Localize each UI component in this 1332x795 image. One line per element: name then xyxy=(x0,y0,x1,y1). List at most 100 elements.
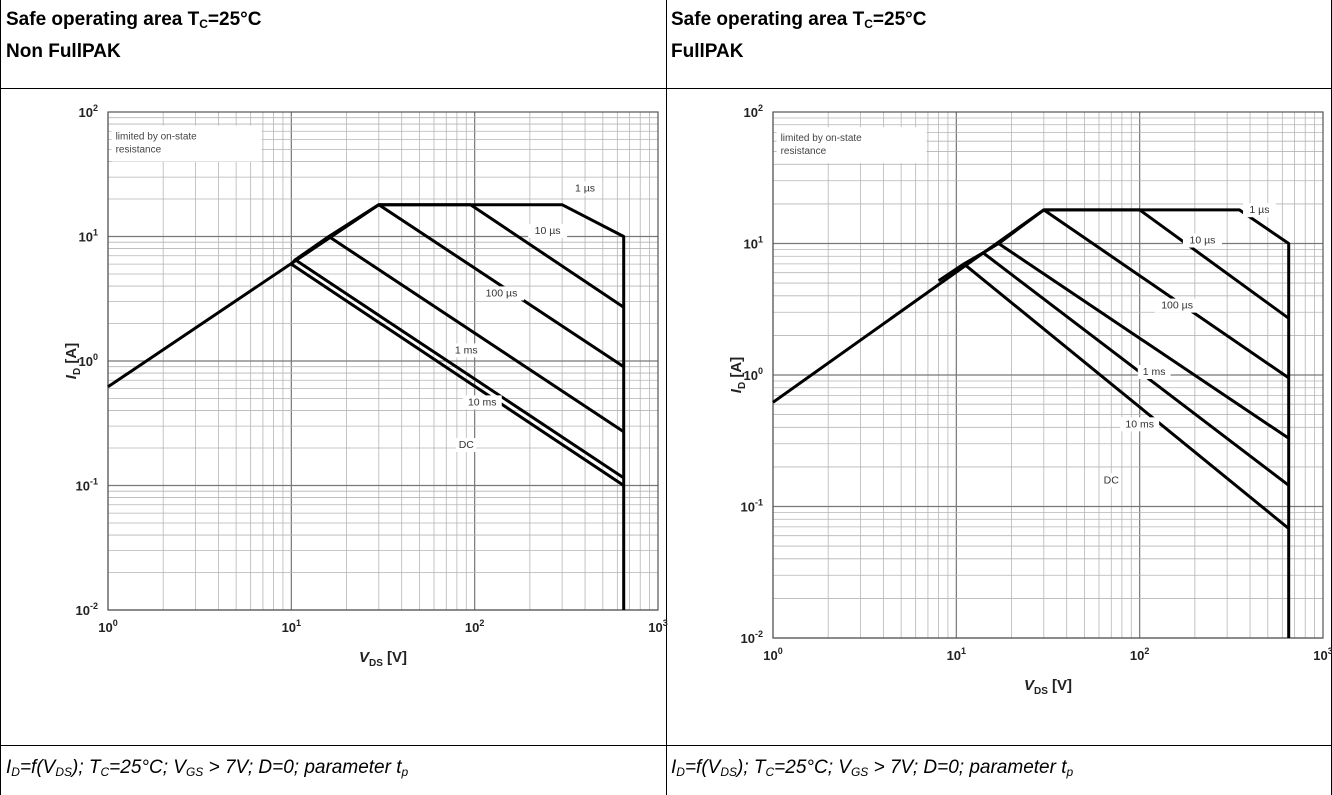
tick-exp: 3 xyxy=(1328,646,1332,656)
tick-base: 10 xyxy=(744,368,758,383)
series-label-5: DC xyxy=(1104,474,1120,486)
caption-part: I xyxy=(6,757,12,778)
tick-exp: 2 xyxy=(758,103,763,113)
axis-label-sub: DS xyxy=(1034,686,1048,697)
tick-base: 10 xyxy=(1130,648,1144,663)
series-line-0 xyxy=(107,203,626,610)
series-label-0: 1 µs xyxy=(575,182,595,194)
axis-label-main: V xyxy=(359,649,371,666)
series-line-2 xyxy=(997,208,1290,380)
tick-exp: 0 xyxy=(113,618,118,628)
tick-exp: -1 xyxy=(755,498,763,508)
series-line-5 xyxy=(937,262,1290,530)
series-label-bg xyxy=(528,223,568,238)
series-label-bg xyxy=(1101,473,1122,488)
panel-title-left: Safe operating area TC=25°C Non FullPAK xyxy=(6,6,261,65)
y-axis-label: ID [A] xyxy=(63,343,83,379)
tick-base: 10 xyxy=(947,648,961,663)
caption-part: > 7V; D=0; parameter t xyxy=(203,757,402,778)
tick-base: 10 xyxy=(79,230,93,245)
y-tick-label-3: 101 xyxy=(744,235,763,252)
title-line-2: Non FullPAK xyxy=(6,41,121,62)
title-line-2: FullPAK xyxy=(671,41,744,62)
caption-part: =f(V xyxy=(684,757,721,778)
title-prefix: Safe operating area T xyxy=(671,9,865,30)
title-sub: C xyxy=(864,17,873,31)
tick-exp: -2 xyxy=(90,601,98,611)
annotation-bg xyxy=(111,125,262,162)
series-label-2: 100 µs xyxy=(1161,300,1193,312)
tick-exp: 2 xyxy=(479,618,484,628)
tick-base: 10 xyxy=(98,620,112,635)
table-border-middle xyxy=(666,0,667,795)
annotation-bg xyxy=(776,127,927,164)
caption-sub: p xyxy=(1066,765,1074,779)
title-prefix: Safe operating area T xyxy=(6,9,200,30)
tick-base: 10 xyxy=(1313,648,1327,663)
series-label-0: 1 µs xyxy=(1249,204,1269,216)
series-label-4: 10 ms xyxy=(1125,418,1154,430)
series-label-bg xyxy=(1243,203,1276,218)
axis-label-sub: D xyxy=(737,382,748,389)
series-label-bg xyxy=(1120,417,1160,432)
panel-title-right: Safe operating area TC=25°C FullPAK xyxy=(671,6,926,65)
title-suffix: =25°C xyxy=(207,9,262,30)
tick-exp: -2 xyxy=(755,629,763,639)
caption-left: ID=f(VDS); TC=25°C; VGS > 7V; D=0; param… xyxy=(6,756,408,784)
annotation-line-1: limited by on-state xyxy=(116,132,198,143)
axis-label-unit: [V] xyxy=(383,649,407,666)
x-axis-label: VDS [V] xyxy=(359,649,407,669)
tick-base: 10 xyxy=(282,620,296,635)
x-tick-label-1: 101 xyxy=(947,646,966,663)
tick-exp: 0 xyxy=(778,646,783,656)
x-tick-label-3: 103 xyxy=(1313,646,1332,663)
y-tick-label-0: 10-2 xyxy=(76,601,98,618)
tick-exp: 3 xyxy=(663,618,668,628)
tick-exp: 2 xyxy=(93,103,98,113)
y-tick-label-4: 102 xyxy=(744,103,763,120)
series-line-1 xyxy=(1043,208,1290,320)
series-label-bg xyxy=(456,438,477,453)
y-tick-label-1: 10-1 xyxy=(741,498,763,515)
series-line-0 xyxy=(772,208,1291,638)
caption-part: ); T xyxy=(737,757,766,778)
grid xyxy=(772,112,1323,639)
caption-sub: p xyxy=(401,765,409,779)
series-label-bg xyxy=(1182,233,1222,248)
series-label-bg xyxy=(1154,298,1200,313)
series-line-5 xyxy=(290,262,625,487)
series-line-4 xyxy=(290,258,625,480)
y-tick-label-0: 10-2 xyxy=(741,629,763,646)
title-line-1: Safe operating area TC=25°C xyxy=(6,6,261,38)
caption-sub: DS xyxy=(55,765,72,779)
caption-sub: D xyxy=(676,765,685,779)
series-line-4 xyxy=(963,251,1290,487)
tick-base: 10 xyxy=(465,620,479,635)
y-axis-label: ID [A] xyxy=(728,357,748,393)
caption-sub: GS xyxy=(850,765,869,779)
series-label-bg xyxy=(449,343,483,358)
series-label-3: 1 ms xyxy=(455,344,478,356)
series-line-2 xyxy=(327,203,625,368)
y-tick-label-2: 100 xyxy=(79,352,98,369)
series-label-3: 1 ms xyxy=(1143,366,1166,378)
series-line-3 xyxy=(294,235,625,434)
tick-exp: 2 xyxy=(1144,646,1149,656)
tick-exp: 0 xyxy=(758,366,763,376)
x-tick-label-0: 100 xyxy=(98,618,117,635)
table-border-header xyxy=(0,88,1332,89)
table-border-left xyxy=(0,0,1,795)
tick-base: 10 xyxy=(76,603,90,618)
axis-label-unit: [A] xyxy=(63,343,80,368)
caption-right: ID=f(VDS); TC=25°C; VGS > 7V; D=0; param… xyxy=(671,756,1073,784)
axis-label-unit: [A] xyxy=(728,357,745,382)
series-label-1: 10 µs xyxy=(535,225,561,237)
y-tick-label-3: 101 xyxy=(79,228,98,245)
tick-base: 10 xyxy=(76,479,90,494)
caption-sub: GS xyxy=(185,765,204,779)
caption-sub: D xyxy=(11,765,20,779)
x-tick-label-3: 103 xyxy=(648,618,667,635)
